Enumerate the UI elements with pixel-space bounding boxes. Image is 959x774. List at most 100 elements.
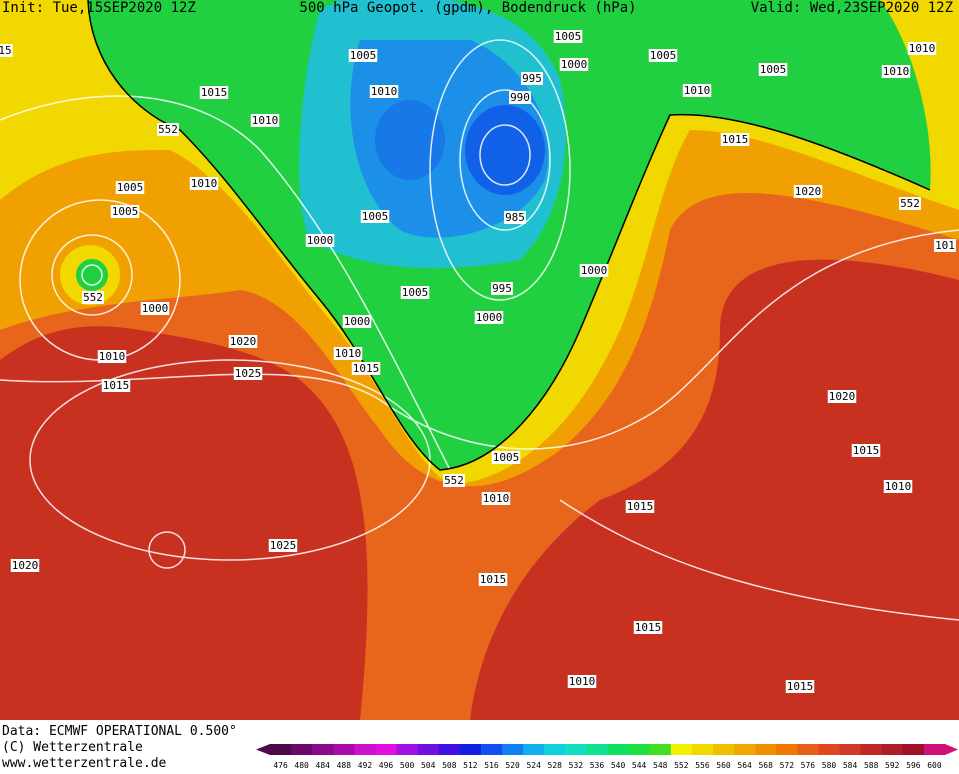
isobar-label-box <box>97 350 127 363</box>
isobar-label: 1000 <box>142 302 169 315</box>
colorbar-swatch <box>502 744 524 755</box>
isobar-label: 552 <box>158 123 178 136</box>
isobar-label: 1000 <box>476 311 503 324</box>
colorbar-swatch <box>354 744 376 755</box>
isobar-label: 1005 <box>117 181 144 194</box>
isobar-label: 1015 <box>103 379 130 392</box>
isobar-label-box <box>491 282 513 295</box>
colorbar-tick-label: 556 <box>695 761 710 770</box>
colorbar-tick-label: 504 <box>421 761 436 770</box>
colorbar-tick-label: 500 <box>400 761 415 770</box>
isobar-label-box <box>881 65 911 78</box>
colorbar-tick-label: 544 <box>632 761 647 770</box>
isobar-label-box <box>268 539 298 552</box>
colorbar-tick-label: 492 <box>358 761 373 770</box>
colorbar-swatch <box>818 744 841 755</box>
map-title: 500 hPa Geopot. (gpdm), Bodendruck (hPa) <box>299 0 636 16</box>
isobar-label-box <box>625 500 655 513</box>
colorbar-swatch <box>396 744 419 755</box>
colorbar-swatch <box>607 744 630 755</box>
isobar-label-box <box>82 291 104 304</box>
isobar-label: 1015 <box>787 680 814 693</box>
isobar-label-box <box>348 49 378 62</box>
colorbar-swatch <box>291 744 313 755</box>
isobar-label: 1025 <box>270 539 297 552</box>
colorbar-tick-label: 552 <box>674 761 689 770</box>
isobar-label: 552 <box>900 197 920 210</box>
map-field <box>0 0 959 720</box>
isobar-label: 1015 <box>480 573 507 586</box>
colorbar-swatch <box>565 744 587 755</box>
colorbar-swatch <box>902 744 925 755</box>
contour-552 <box>87 0 931 471</box>
isobar-label: 1005 <box>112 205 139 218</box>
colorbar-tick-label: 588 <box>864 761 879 770</box>
isobars <box>0 39 959 621</box>
isobar-label-box <box>351 362 381 375</box>
isobar-label: 15 <box>0 44 12 57</box>
colorbar-swatch <box>270 744 292 755</box>
isobar-label-box <box>579 264 609 277</box>
isobar-label-box <box>899 197 921 210</box>
isobar-label: 995 <box>492 282 512 295</box>
isobar-label-box <box>648 49 678 62</box>
isobar-label-box <box>443 474 465 487</box>
colorbar-right-arrow <box>945 744 958 755</box>
isobar-label: 1005 <box>362 210 389 223</box>
isobar-label-box <box>827 390 857 403</box>
colorbar-tick-label: 564 <box>737 761 752 770</box>
isobar-label: 1005 <box>650 49 677 62</box>
colorbar-tick-label: 568 <box>758 761 773 770</box>
colorbar-swatch <box>586 744 608 755</box>
isobar-label-box <box>758 63 788 76</box>
colorbar-swatch <box>923 744 946 755</box>
colorbar-swatch <box>649 744 672 755</box>
isobar-label: 995 <box>522 72 542 85</box>
isobar-label-box <box>521 72 543 85</box>
isobar-label: 552 <box>83 291 103 304</box>
colorbar-swatch <box>881 744 904 755</box>
colorbar-swatch <box>734 744 756 755</box>
colorbar-swatch <box>712 744 735 755</box>
isobar-label-box <box>793 185 823 198</box>
colorbar-swatch <box>544 744 566 755</box>
colorbar-swatch <box>860 744 883 755</box>
isobar-label: 1015 <box>201 86 228 99</box>
colorbar-swatch <box>839 744 862 755</box>
colorbar-tick-label: 524 <box>526 761 541 770</box>
colorbar-tick-label: 560 <box>716 761 731 770</box>
isobar-label: 1005 <box>350 49 377 62</box>
isobar-label-box <box>720 133 750 146</box>
init-label: Init: Tue,15SEP2020 12Z <box>2 0 196 16</box>
field-low-2 <box>375 100 445 180</box>
isobar-label-box <box>140 302 170 315</box>
colorbar-tick-label: 520 <box>505 761 520 770</box>
isobar-label: 1005 <box>760 63 787 76</box>
isobar-label: 1010 <box>252 114 279 127</box>
colorbar-left-arrow <box>256 744 270 755</box>
isobar-label-box <box>474 311 504 324</box>
colorbar-swatch <box>755 744 777 755</box>
isobar-label: 1000 <box>581 264 608 277</box>
isobar-label: 1010 <box>569 675 596 688</box>
isobar-label-box <box>360 210 390 223</box>
colorbar-swatch <box>333 744 355 755</box>
isobar-label: 1015 <box>722 133 749 146</box>
valid-label: Valid: Wed,23SEP2020 12Z <box>751 0 953 16</box>
isobar-label: 1020 <box>795 185 822 198</box>
isobar-label: 1020 <box>829 390 856 403</box>
isobar-label-box <box>400 286 430 299</box>
isobar-label-box <box>481 492 511 505</box>
isobar-label: 1015 <box>635 621 662 634</box>
isobar-label-box <box>883 480 913 493</box>
colorbar-swatch <box>691 744 714 755</box>
colorbar-tick-label: 580 <box>822 761 837 770</box>
isobar-label: 985 <box>505 211 525 224</box>
isobar-label: 1020 <box>230 335 257 348</box>
isobar-label-box <box>907 42 937 55</box>
colorbar-tick-label: 528 <box>548 761 563 770</box>
isobar-label-box <box>559 58 589 71</box>
isobar-label-box <box>785 680 815 693</box>
isobar-label-box <box>0 44 13 57</box>
colorbar-swatch <box>459 744 482 755</box>
